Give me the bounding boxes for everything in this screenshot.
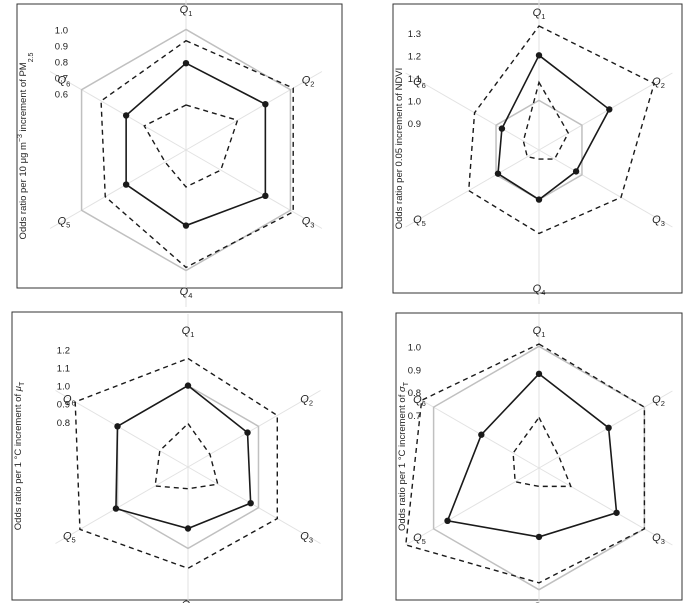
panel-frame xyxy=(392,3,683,294)
y-axis-label: Odds ratio per 0.05 increment of NDVI xyxy=(394,68,405,230)
estimate-point-q2 xyxy=(262,100,269,108)
spoke-q3 xyxy=(185,149,323,229)
estimate-point-q3 xyxy=(247,499,254,507)
y-axis-label: Odds ratio per 1 °C increment of σT xyxy=(397,381,410,531)
estimate-point-q1 xyxy=(184,382,192,389)
estimate-point-q1 xyxy=(535,370,543,378)
estimate-point-q4 xyxy=(535,196,543,203)
axis-label-q4: Q4 xyxy=(182,599,195,603)
radial-tick-label: 0.9 xyxy=(408,365,421,376)
spoke-q3 xyxy=(538,467,673,546)
lower-ci-polygon xyxy=(154,422,219,490)
lower-ci-polygon xyxy=(512,416,572,488)
lower-ci-polygon xyxy=(522,80,570,160)
spoke-q5 xyxy=(405,149,540,228)
estimate-point-q5 xyxy=(122,181,130,188)
estimate-point-q3 xyxy=(572,168,580,175)
spoke-q6 xyxy=(405,390,540,469)
axis-label-q1: Q1 xyxy=(180,4,193,18)
radial-tick-label: 0.8 xyxy=(408,388,421,399)
spoke-q3 xyxy=(538,149,673,228)
radial-tick-label: 1.1 xyxy=(408,74,421,85)
axis-label-q3: Q3 xyxy=(652,214,665,228)
spoke-q6 xyxy=(405,72,540,151)
upper-ci-polygon xyxy=(467,25,656,235)
spoke-q2 xyxy=(185,71,323,151)
estimate-point-q6 xyxy=(122,112,130,119)
spoke-q3 xyxy=(187,466,321,544)
estimate-point-q3 xyxy=(262,192,269,200)
radial-tick-label: 0.9 xyxy=(408,119,421,130)
panel-frame xyxy=(11,311,343,601)
axis-label-q1: Q1 xyxy=(533,325,546,339)
estimate-point-q6 xyxy=(478,431,485,438)
radial-tick-label: 0.8 xyxy=(55,58,68,69)
estimate-polygon xyxy=(446,372,618,538)
radial-tick-label: 0.9 xyxy=(57,400,70,411)
radial-tick-label: 1.2 xyxy=(408,51,421,62)
radial-tick-label: 1.3 xyxy=(408,29,421,40)
estimate-polygon xyxy=(115,384,252,530)
estimate-point-q5 xyxy=(444,517,451,525)
spoke-q2 xyxy=(538,72,673,151)
reference-polygon xyxy=(80,28,292,272)
axis-label-q3: Q3 xyxy=(300,531,313,545)
radial-tick-label: 0.6 xyxy=(55,90,68,101)
lower-ci-polygon xyxy=(143,104,239,188)
radial-tick-label: 1.0 xyxy=(408,96,421,107)
radial-tick-label: 1.0 xyxy=(408,342,421,353)
estimate-point-q1 xyxy=(182,59,190,67)
axis-label-q4: Q4 xyxy=(533,601,546,603)
upper-ci-polygon xyxy=(100,39,294,269)
estimate-point-q5 xyxy=(112,505,120,512)
estimate-point-q5 xyxy=(494,170,502,177)
axis-label-q6: Q6 xyxy=(413,76,426,90)
reference-polygon xyxy=(432,345,646,591)
estimate-point-q4 xyxy=(535,533,543,541)
axis-label-q4: Q4 xyxy=(533,283,546,297)
upper-ci-polygon xyxy=(74,357,278,570)
estimate-point-q3 xyxy=(613,509,620,516)
estimate-point-q4 xyxy=(184,525,192,532)
y-axis-label: Odds ratio per 10 μg m−3 increment of PM… xyxy=(17,52,35,239)
estimate-point-q2 xyxy=(605,424,612,432)
radial-tick-label: 1.0 xyxy=(57,382,70,393)
axis-label-q6: Q6 xyxy=(63,394,76,408)
estimate-point-q2 xyxy=(606,106,613,113)
axis-label-q3: Q3 xyxy=(652,532,665,546)
spoke-q6 xyxy=(49,71,187,151)
estimate-point-q4 xyxy=(182,222,190,229)
spoke-q5 xyxy=(405,467,540,546)
axis-label-q1: Q1 xyxy=(533,7,546,21)
estimate-point-q1 xyxy=(535,52,543,59)
spoke-q6 xyxy=(55,390,189,468)
estimate-point-q6 xyxy=(114,423,121,430)
spoke-q5 xyxy=(49,149,187,229)
axis-label-q6: Q6 xyxy=(413,394,426,408)
radial-tick-label: 0.9 xyxy=(55,42,68,53)
spoke-q5 xyxy=(55,466,189,544)
upper-ci-polygon xyxy=(404,343,646,584)
radial-tick-label: 0.8 xyxy=(57,418,70,429)
estimate-polygon xyxy=(497,54,611,201)
estimate-point-q2 xyxy=(244,429,251,436)
axis-label-q6: Q6 xyxy=(58,75,71,89)
radial-tick-label: 1.0 xyxy=(55,25,68,36)
radial-tick-label: 1.2 xyxy=(57,345,70,356)
radial-tick-label: 0.7 xyxy=(408,411,421,422)
radial-tick-label: 0.7 xyxy=(55,74,68,85)
panel-frame xyxy=(16,3,343,289)
axis-label-q3: Q3 xyxy=(302,216,315,230)
spoke-q2 xyxy=(538,390,673,469)
y-axis-label: Odds ratio per 1 °C increment of μT xyxy=(13,381,26,530)
radial-tick-label: 1.1 xyxy=(57,364,70,375)
estimate-point-q6 xyxy=(498,125,506,132)
radar-panel-3: 0.80.91.01.11.2Q1Q2Q3Q4Q5Q6Odds ratio pe… xyxy=(11,311,343,603)
axis-label-q1: Q1 xyxy=(182,325,195,339)
